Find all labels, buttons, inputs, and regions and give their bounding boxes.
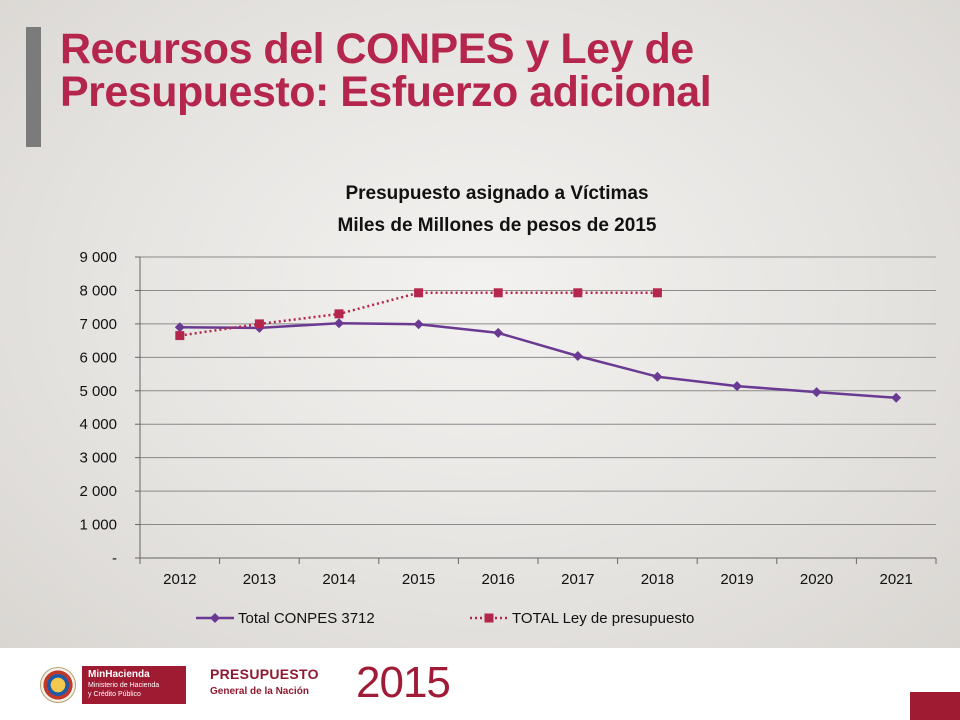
logo-ministry-line: Ministerio de Hacienda bbox=[88, 682, 160, 689]
y-tick-label: 9 000 bbox=[79, 249, 117, 266]
x-tick-label: 2021 bbox=[880, 571, 913, 588]
x-tick-label: 2014 bbox=[322, 571, 355, 588]
y-axis: - 1 000 2 000 3 000 4 000 5 000 6 000 7 000 8 00… bbox=[79, 249, 141, 567]
x-tick-label: 2013 bbox=[243, 571, 276, 588]
data-point bbox=[891, 392, 902, 403]
x-axis: 2012 2013 2014 2015 2016 2017 2018 2019 2020 2021 bbox=[139, 557, 937, 588]
y-tick-label: 4 000 bbox=[79, 416, 117, 433]
chart-subtitle: Miles de Millones de pesos de 2015 bbox=[338, 215, 657, 236]
minhacienda-logo: MinHacienda Ministerio de Hacienda y Cré… bbox=[82, 666, 186, 704]
series-group bbox=[174, 288, 902, 403]
data-point bbox=[493, 288, 503, 298]
x-tick-label: 2017 bbox=[561, 571, 594, 588]
presupuesto-label: PRESUPUESTO bbox=[210, 666, 319, 682]
data-point bbox=[652, 288, 662, 298]
data-point bbox=[334, 309, 344, 319]
x-tick-label: 2016 bbox=[482, 571, 515, 588]
gridlines bbox=[140, 256, 936, 526]
legend-marker bbox=[210, 613, 220, 623]
year-label: 2015 bbox=[356, 658, 451, 707]
corner-accent-block bbox=[910, 692, 960, 720]
data-point bbox=[414, 288, 424, 298]
data-point bbox=[811, 387, 822, 398]
data-point bbox=[652, 371, 663, 382]
y-tick-label: 8 000 bbox=[79, 282, 117, 299]
x-tick-label: 2020 bbox=[800, 571, 833, 588]
line-chart: Presupuesto asignado a Víctimas Miles de… bbox=[79, 183, 937, 627]
y-tick-label: 1 000 bbox=[79, 517, 117, 534]
title-accent-bar bbox=[26, 27, 41, 147]
slide-title-line-1: Recursos del CONPES y Ley de bbox=[60, 25, 694, 73]
legend-label: TOTAL Ley de presupuesto bbox=[512, 610, 694, 627]
chart-title: Presupuesto asignado a Víctimas bbox=[345, 183, 648, 204]
x-tick-label: 2015 bbox=[402, 571, 435, 588]
legend: Total CONPES 3712 TOTAL Ley de presupuest… bbox=[196, 610, 694, 627]
y-tick-label: 6 000 bbox=[79, 349, 117, 366]
x-tick-label: 2018 bbox=[641, 571, 674, 588]
data-point bbox=[334, 318, 344, 329]
logo-credito-line: y Crédito Público bbox=[88, 691, 141, 698]
data-point bbox=[413, 319, 424, 330]
y-tick-label: 7 000 bbox=[79, 316, 117, 333]
series-line-1 bbox=[179, 321, 897, 400]
y-tick-label: - bbox=[112, 550, 117, 567]
slide-title: Recursos del CONPES y Ley de Presupuesto… bbox=[60, 28, 940, 114]
logo-name: MinHacienda bbox=[88, 669, 150, 680]
data-point bbox=[572, 350, 583, 361]
data-point bbox=[573, 288, 583, 298]
legend-marker bbox=[484, 613, 494, 623]
general-nacion-label: General de la Nación bbox=[210, 686, 309, 697]
data-point bbox=[493, 327, 504, 338]
legend-label: Total CONPES 3712 bbox=[238, 610, 375, 627]
data-point bbox=[732, 381, 742, 392]
data-point bbox=[254, 319, 264, 329]
x-tick-label: 2012 bbox=[163, 571, 196, 588]
y-tick-label: 3 000 bbox=[79, 450, 117, 467]
y-tick-label: 2 000 bbox=[79, 483, 117, 500]
data-point bbox=[175, 331, 185, 341]
y-tick-label: 5 000 bbox=[79, 383, 117, 400]
colombia-seal-icon bbox=[40, 667, 76, 703]
data-point bbox=[174, 322, 185, 333]
slide-title-line-2: Presupuesto: Esfuerzo adicional bbox=[60, 68, 712, 116]
x-tick-label: 2019 bbox=[720, 571, 753, 588]
